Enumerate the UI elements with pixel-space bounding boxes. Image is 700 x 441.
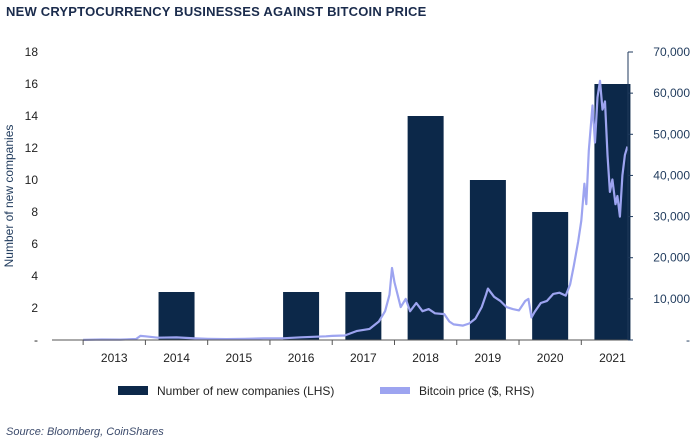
- left-tick-label: 4: [31, 269, 38, 283]
- legend-label-line: Bitcoin price ($, RHS): [419, 384, 534, 398]
- x-tick-label: 2017: [350, 351, 377, 365]
- x-tick-label: 2016: [288, 351, 315, 365]
- right-tick-label: 40,000: [653, 168, 690, 182]
- legend-swatch-line: [380, 387, 410, 394]
- chart-title: NEW CRYPTOCURRENCY BUSINESSES AGAINST BI…: [6, 4, 427, 19]
- x-tick-label: 2021: [599, 351, 626, 365]
- legend: Number of new companies (LHS) Bitcoin pri…: [118, 384, 534, 398]
- x-tick-label: 2018: [412, 351, 439, 365]
- x-tick-label: 2015: [225, 351, 252, 365]
- right-tick-label: 50,000: [653, 127, 690, 141]
- right-tick-label: -: [686, 333, 690, 347]
- right-tick-label: 60,000: [653, 86, 690, 100]
- bar-2020: [532, 212, 569, 340]
- x-tick-label: 2014: [163, 351, 190, 365]
- x-tick-label: 2020: [537, 351, 564, 365]
- x-tick-label: 2013: [101, 351, 128, 365]
- left-tick-label: 6: [31, 237, 38, 251]
- line-layer: [83, 79, 629, 341]
- bar-2014: [158, 292, 195, 340]
- left-tick-label: 18: [25, 45, 39, 59]
- right-tick-label: 20,000: [653, 251, 690, 265]
- bar-2016: [283, 292, 320, 340]
- right-tick-label: 70,000: [653, 45, 690, 59]
- bars-layer: [158, 84, 631, 340]
- legend-label-bars: Number of new companies (LHS): [157, 384, 334, 398]
- left-tick-label: 14: [25, 109, 39, 123]
- axes-layer: 18 16 14 12 10 8 6 4 2 - 70,000 60,000 50,000 40,000 3…: [2, 45, 690, 365]
- bar-2021: [594, 84, 631, 340]
- bar-2019: [469, 180, 506, 340]
- bitcoin-price-line: [83, 79, 629, 341]
- left-tick-label: -: [34, 333, 38, 347]
- source-note: Source: Bloomberg, CoinShares: [6, 426, 164, 438]
- x-tick-label: 2019: [475, 351, 502, 365]
- right-tick-label: 30,000: [653, 210, 690, 224]
- left-tick-label: 2: [31, 301, 38, 315]
- bar-2018: [407, 116, 444, 340]
- left-tick-label: 10: [25, 173, 39, 187]
- left-tick-label: 16: [25, 77, 39, 91]
- right-tick-label: 10,000: [653, 292, 690, 306]
- left-tick-label: 12: [25, 141, 39, 155]
- legend-swatch-bars: [118, 386, 148, 395]
- y-axis-label-left: Number of new companies: [2, 125, 16, 268]
- left-tick-label: 8: [31, 205, 38, 219]
